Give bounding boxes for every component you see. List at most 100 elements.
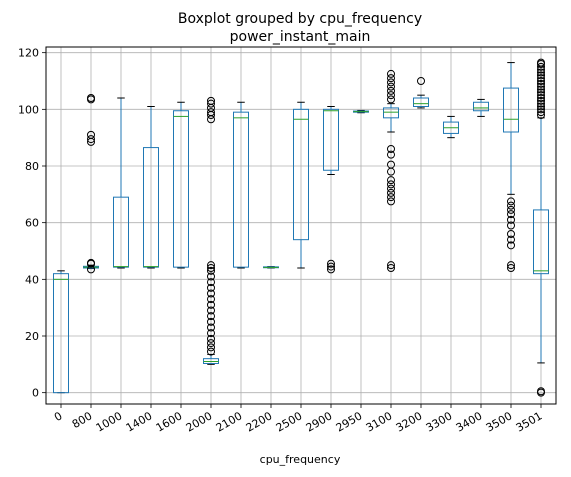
grid-lines (46, 47, 556, 404)
y-tick-label: 40 (25, 273, 39, 286)
outlier-point (537, 96, 545, 105)
box-3400 (473, 98, 489, 117)
outlier-point (387, 193, 395, 202)
outlier-point (387, 145, 395, 153)
x-tick-label: 3501 (514, 409, 545, 434)
outlier-point (537, 77, 545, 85)
iqr-box (413, 97, 429, 107)
x-tick-label: 800 (70, 409, 95, 431)
outlier-point (207, 278, 215, 287)
outlier-point (507, 210, 515, 219)
x-tick-label: 2200 (244, 409, 275, 434)
box-series (53, 58, 549, 397)
outlier-point (207, 99, 215, 108)
x-tick-label: 1000 (94, 409, 125, 434)
outlier-point (537, 82, 545, 91)
box-2900 (323, 106, 339, 274)
outlier-point (207, 264, 215, 272)
outlier-point (387, 91, 395, 100)
iqr-box (473, 101, 489, 112)
outlier-point (207, 334, 215, 343)
x-tick-label: 3300 (424, 409, 455, 434)
outlier-point (327, 265, 335, 274)
outlier-point (207, 289, 215, 298)
outlier-point (537, 105, 545, 114)
outlier-point (327, 259, 335, 268)
outlier-point (537, 79, 545, 88)
outlier-point (207, 266, 215, 275)
outlier-point (207, 323, 215, 332)
outlier-point (207, 300, 215, 309)
outlier-point (507, 201, 515, 210)
outlier-point (387, 180, 395, 189)
outlier-point (537, 68, 545, 77)
box-1600 (173, 101, 189, 269)
x-tick-label: 2950 (334, 409, 365, 434)
iqr-box (293, 108, 309, 241)
outlier-point (387, 86, 395, 95)
outlier-point (207, 272, 215, 281)
box-2000 (203, 96, 219, 365)
box-3300 (443, 115, 459, 139)
x-tick-label: 2000 (184, 409, 215, 434)
x-tick-label: 3100 (364, 409, 395, 434)
x-tick-label: 0 (52, 409, 65, 424)
iqr-box (383, 107, 399, 119)
outlier-point (387, 74, 395, 83)
y-tick-label: 20 (25, 330, 39, 343)
outlier-point (327, 262, 335, 271)
chart-title: Boxplot grouped by cpu_frequency (178, 11, 422, 27)
box-800 (83, 94, 99, 274)
box-1400 (143, 106, 159, 269)
outlier-point (507, 205, 515, 214)
outlier-point (537, 85, 545, 94)
outlier-point (537, 91, 545, 100)
box-0 (53, 270, 69, 394)
x-tick-label: 1600 (154, 409, 185, 434)
outlier-point (537, 99, 545, 108)
outlier-point (507, 264, 515, 272)
y-axis: 0 20 40 60 80 100 120 (18, 47, 46, 400)
outlier-point (207, 283, 215, 292)
outlier-point (387, 160, 395, 169)
outlier-point (507, 215, 515, 224)
box-3501 (533, 58, 549, 397)
outlier-point (207, 312, 215, 321)
outlier-point (537, 58, 545, 67)
outlier-point (207, 329, 215, 338)
iqr-box (53, 273, 69, 394)
x-axis-label: cpu_frequency (260, 453, 341, 466)
outlier-point (417, 77, 425, 85)
outlier-point (387, 261, 395, 270)
x-tick-label: 2100 (214, 409, 245, 434)
y-tick-label: 120 (18, 47, 39, 60)
outlier-point (387, 184, 395, 193)
x-tick-label: 2900 (304, 409, 335, 434)
x-tick-label: 3500 (484, 409, 515, 434)
box-2500 (293, 101, 309, 269)
chart-subtitle: power_instant_main (230, 29, 371, 45)
y-tick-label: 100 (18, 103, 39, 116)
x-tick-label: 3400 (454, 409, 485, 434)
box-1000 (113, 97, 129, 269)
outlier-point (207, 96, 215, 105)
outlier-point (387, 176, 395, 185)
box-3500 (503, 62, 519, 272)
outlier-point (537, 387, 545, 396)
iqr-box (533, 209, 549, 275)
outlier-point (537, 71, 545, 80)
box-2100 (233, 101, 249, 269)
x-tick-label: 2500 (274, 409, 305, 434)
y-tick-label: 60 (25, 217, 39, 230)
iqr-box (143, 147, 159, 268)
iqr-box (503, 87, 519, 133)
outlier-point (507, 197, 515, 206)
outlier-point (207, 343, 215, 352)
x-axis: 0 800 1000 1400 1600 2000 2100 2200 2500 2900 2950… (52, 404, 545, 435)
outlier-point (387, 82, 395, 91)
outlier-point (537, 108, 545, 117)
outlier-point (537, 88, 545, 97)
outlier-point (387, 69, 395, 78)
outlier-point (207, 261, 215, 270)
outlier-point (207, 317, 215, 326)
